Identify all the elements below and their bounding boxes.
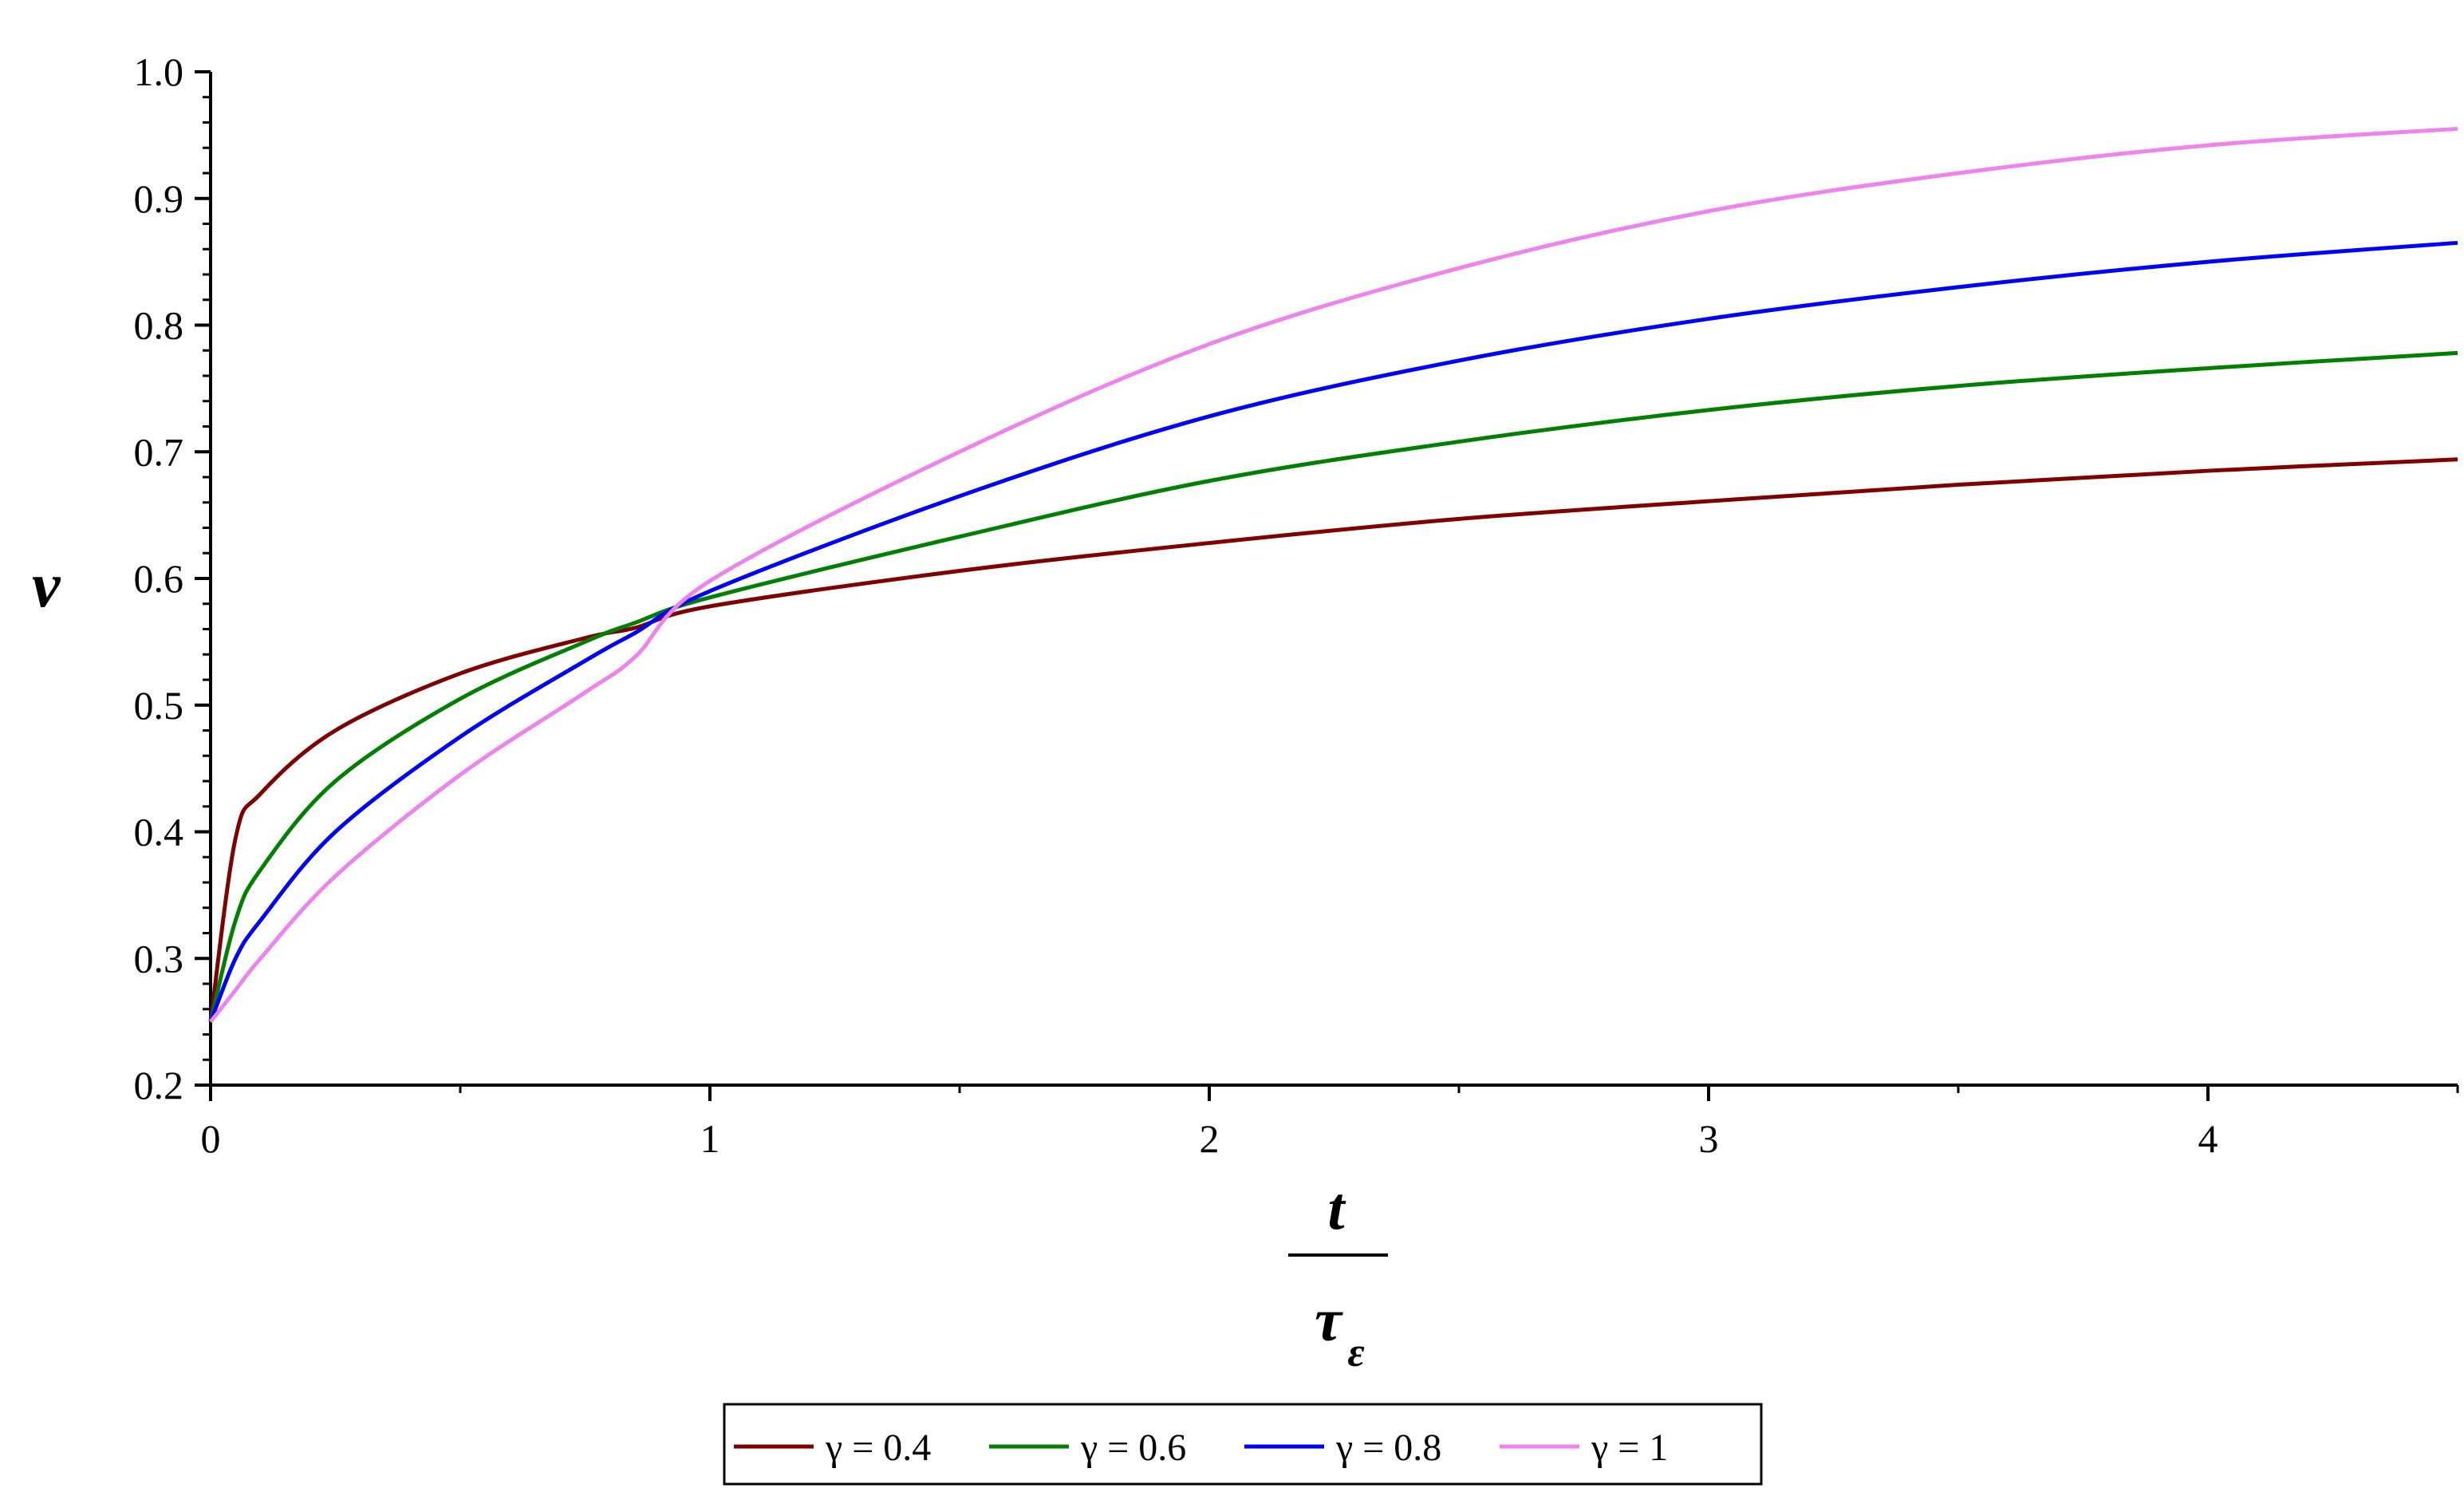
y-tick-label: 0.3: [134, 936, 184, 981]
legend-label: γ = 0.6: [1080, 1427, 1186, 1469]
legend-box: [723, 1403, 1763, 1486]
legend-label: γ = 1: [1591, 1427, 1668, 1469]
x-tick-label: 2: [1200, 1116, 1220, 1161]
x-axis-title-denominator: τ: [1315, 1287, 1343, 1354]
x-axis-title-subscript: ε: [1347, 1330, 1364, 1376]
axes: [209, 72, 2458, 1087]
x-axis-title-numerator: t: [1327, 1175, 1346, 1242]
y-tick-label: 0.4: [134, 810, 184, 855]
y-axis-title: ν: [32, 551, 61, 621]
x-tick-label: 1: [700, 1116, 720, 1161]
legend: γ = 0.4 γ = 0.6 γ = 0.8 γ = 1: [723, 1403, 1763, 1486]
series-line-3: [208, 240, 2458, 1023]
x-axis-title: t τ ε: [1288, 1175, 1388, 1376]
y-tick-label: 0.6: [134, 556, 184, 601]
series-line-2: [208, 350, 2458, 1023]
legend-label: γ = 0.8: [1335, 1427, 1441, 1469]
x-ticks: [209, 1085, 2459, 1101]
x-tick-label: 3: [1699, 1116, 1719, 1161]
legend-label: γ = 0.4: [825, 1427, 931, 1469]
y-ticks: [195, 70, 211, 1087]
series-line-4: [209, 126, 2458, 1024]
y-tick-label: 1.0: [134, 49, 184, 94]
y-tick-label: 0.5: [134, 683, 184, 728]
x-tick-label: 4: [2198, 1116, 2218, 1161]
x-tick-labels: 0 1 2 3 4: [201, 1116, 2218, 1161]
y-tick-labels: 0.2 0.3 0.4 0.5 0.6 0.7 0.8 0.9 1.0: [134, 49, 184, 1107]
series-lines: [208, 126, 2458, 1024]
x-tick-label: 0: [201, 1116, 221, 1161]
series-line-1: [208, 457, 2458, 1022]
y-tick-label: 0.9: [134, 176, 184, 221]
y-tick-label: 0.2: [134, 1063, 184, 1107]
y-tick-label: 0.8: [134, 303, 184, 348]
y-tick-label: 0.7: [134, 429, 184, 474]
